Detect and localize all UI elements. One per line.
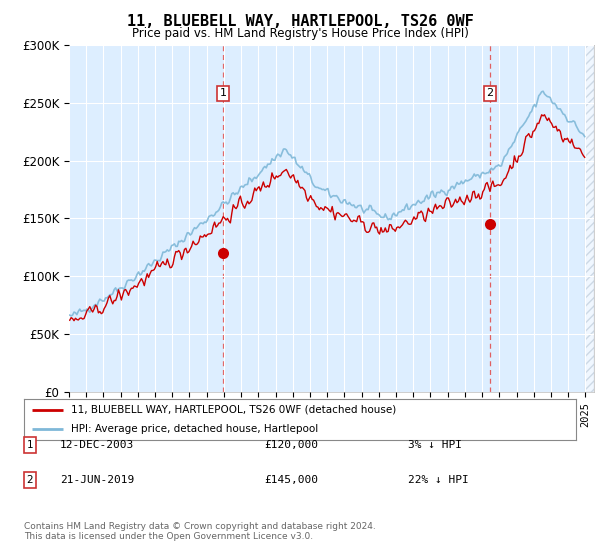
Text: 21-JUN-2019: 21-JUN-2019: [60, 475, 134, 485]
Text: 1: 1: [220, 88, 227, 99]
Bar: [586, 45, 594, 392]
Text: 2: 2: [487, 88, 494, 99]
Text: £145,000: £145,000: [264, 475, 318, 485]
Text: 3% ↓ HPI: 3% ↓ HPI: [408, 440, 462, 450]
Bar: [586, 45, 594, 392]
Text: Price paid vs. HM Land Registry's House Price Index (HPI): Price paid vs. HM Land Registry's House …: [131, 27, 469, 40]
Text: 12-DEC-2003: 12-DEC-2003: [60, 440, 134, 450]
Text: 2: 2: [26, 475, 34, 485]
Text: £120,000: £120,000: [264, 440, 318, 450]
Text: 11, BLUEBELL WAY, HARTLEPOOL, TS26 0WF (detached house): 11, BLUEBELL WAY, HARTLEPOOL, TS26 0WF (…: [71, 405, 396, 415]
Text: 22% ↓ HPI: 22% ↓ HPI: [408, 475, 469, 485]
Text: Contains HM Land Registry data © Crown copyright and database right 2024.
This d: Contains HM Land Registry data © Crown c…: [24, 522, 376, 542]
Text: 11, BLUEBELL WAY, HARTLEPOOL, TS26 0WF: 11, BLUEBELL WAY, HARTLEPOOL, TS26 0WF: [127, 14, 473, 29]
Text: HPI: Average price, detached house, Hartlepool: HPI: Average price, detached house, Hart…: [71, 423, 318, 433]
Text: 1: 1: [26, 440, 34, 450]
